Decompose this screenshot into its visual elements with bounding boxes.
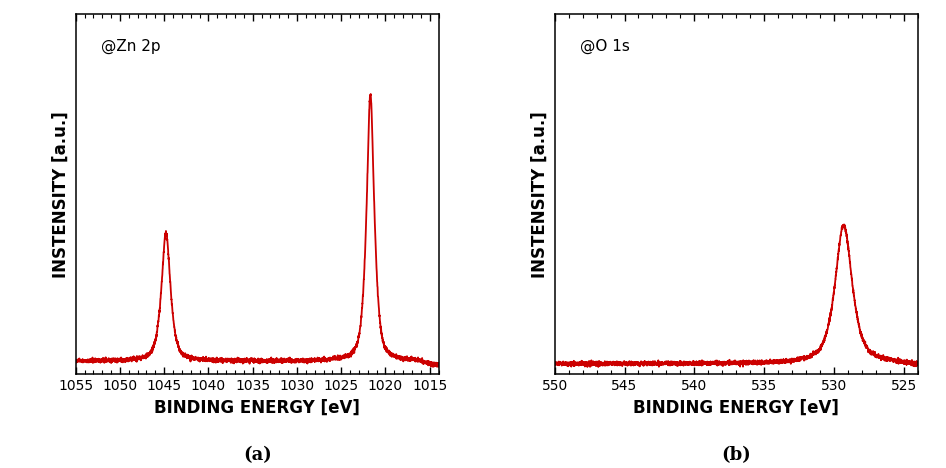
Y-axis label: INSTENSITY [a.u.]: INSTENSITY [a.u.] [531, 111, 550, 278]
Text: @O 1s: @O 1s [580, 39, 630, 54]
X-axis label: BINDING ENERGY [eV]: BINDING ENERGY [eV] [154, 399, 360, 417]
Text: @Zn 2p: @Zn 2p [101, 39, 161, 54]
Text: (a): (a) [243, 446, 272, 464]
Text: (b): (b) [721, 446, 751, 464]
Y-axis label: INSTENSITY [a.u.]: INSTENSITY [a.u.] [52, 111, 70, 278]
X-axis label: BINDING ENERGY [eV]: BINDING ENERGY [eV] [633, 399, 839, 417]
